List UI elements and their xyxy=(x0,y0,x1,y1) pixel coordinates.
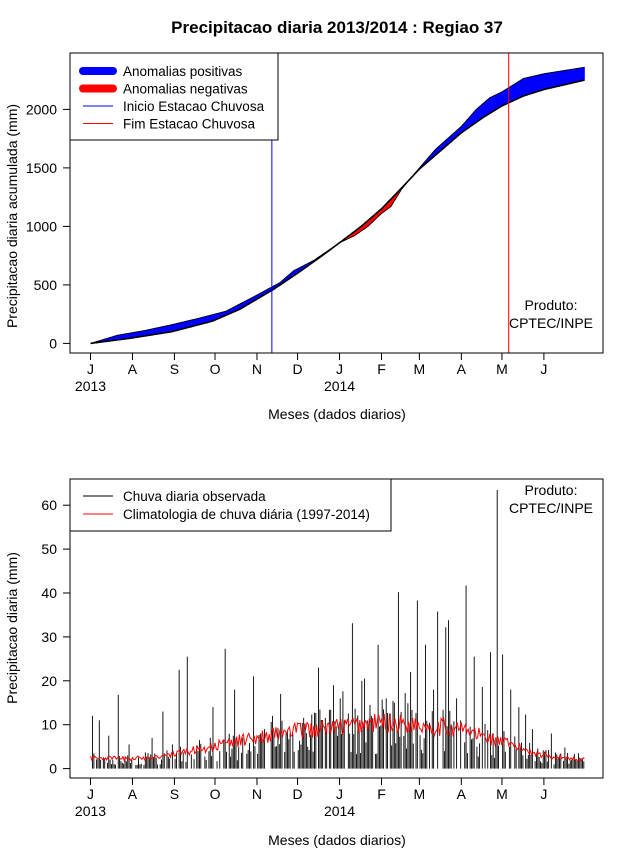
daily-month-label: A xyxy=(457,786,467,802)
legend-label-start: Inicio Estacao Chuvosa xyxy=(123,99,265,114)
cumulative-plot-area xyxy=(90,53,585,353)
daily-y-tick-label: 50 xyxy=(41,541,57,557)
daily-month-label: M xyxy=(414,786,426,802)
cumulative-y-tick-label: 0 xyxy=(49,335,57,351)
daily-month-label: J xyxy=(540,786,547,802)
cumulative-y-tick-label: 500 xyxy=(34,277,58,293)
cumulative-year-label: 2013 xyxy=(75,378,106,394)
daily-climatology-line xyxy=(90,713,585,763)
daily-y-tick-label: 10 xyxy=(41,717,57,733)
cumulative-climatology-line xyxy=(90,79,585,345)
daily-y-tick-label: 40 xyxy=(41,585,57,601)
cumulative-month-label: J xyxy=(336,361,343,377)
daily-x-axis-title: Meses (dados diarios) xyxy=(268,832,406,848)
cumulative-month-label: J xyxy=(87,361,94,377)
cumulative-month-label: J xyxy=(540,361,547,377)
cumulative-x-axis-title: Meses (dados diarios) xyxy=(268,406,406,422)
daily-month-label: A xyxy=(128,786,138,802)
cumulative-y-axis: 0 500 1000 1500 2000 xyxy=(26,101,71,351)
daily-year-label: 2013 xyxy=(75,803,106,819)
legend-label-observed: Chuva diaria observada xyxy=(123,489,266,504)
cumulative-month-label: M xyxy=(496,361,508,377)
legend-label-negative: Anomalias negativas xyxy=(123,82,248,97)
cumulative-legend: Anomalias positivas Anomalias negativas … xyxy=(69,52,279,141)
daily-month-label: M xyxy=(496,786,508,802)
daily-y-tick-label: 20 xyxy=(41,673,57,689)
positive-anomaly-segment xyxy=(582,66,585,81)
daily-y-axis-title: Precipitacao diaria (mm) xyxy=(4,552,20,704)
cumulative-y-tick-label: 1500 xyxy=(26,160,57,176)
daily-month-label: D xyxy=(293,786,303,802)
cumulative-product-note-label: Produto: xyxy=(525,297,578,313)
chart-title: Precipitacao diaria 2013/2014 : Regiao 3… xyxy=(171,18,503,37)
cumulative-y-axis-title: Precipitacao diaria acumulada (mm) xyxy=(4,104,20,328)
daily-plot-area xyxy=(90,489,585,769)
legend-label-end: Fim Estacao Chuvosa xyxy=(123,117,256,132)
cumulative-year-label: 2014 xyxy=(324,378,355,394)
daily-y-tick-label: 60 xyxy=(41,497,57,513)
cumulative-y-tick-label: 1000 xyxy=(26,218,57,234)
daily-month-label: F xyxy=(377,786,386,802)
cumulative-month-label: O xyxy=(210,361,221,377)
daily-y-tick-label: 0 xyxy=(49,761,57,777)
cumulative-month-label: A xyxy=(457,361,467,377)
daily-month-label: N xyxy=(252,786,262,802)
cumulative-product-note-source: CPTEC/INPE xyxy=(509,315,593,331)
cumulative-month-label: S xyxy=(170,361,179,377)
cumulative-y-tick-label: 2000 xyxy=(26,101,57,117)
legend-label-positive: Anomalias positivas xyxy=(123,64,243,79)
cumulative-month-label: M xyxy=(414,361,426,377)
daily-year-label: 2014 xyxy=(324,803,355,819)
daily-y-axis: 0 10 20 30 40 50 60 xyxy=(41,497,71,777)
daily-legend: Chuva diaria observada Climatologia de c… xyxy=(69,478,392,532)
daily-month-label: O xyxy=(210,786,221,802)
cumulative-month-label: A xyxy=(128,361,138,377)
daily-product-note-label: Produto: xyxy=(525,482,578,498)
cumulative-month-label: D xyxy=(293,361,303,377)
cumulative-month-label: N xyxy=(252,361,262,377)
daily-month-label: J xyxy=(87,786,94,802)
daily-y-tick-label: 30 xyxy=(41,629,57,645)
daily-month-label: S xyxy=(170,786,179,802)
legend-label-climatology: Climatologia de chuva diária (1997-2014) xyxy=(123,507,370,522)
cumulative-month-label: F xyxy=(377,361,386,377)
daily-month-label: J xyxy=(336,786,343,802)
daily-product-note-source: CPTEC/INPE xyxy=(509,500,593,516)
daily-legend-box xyxy=(69,478,392,532)
